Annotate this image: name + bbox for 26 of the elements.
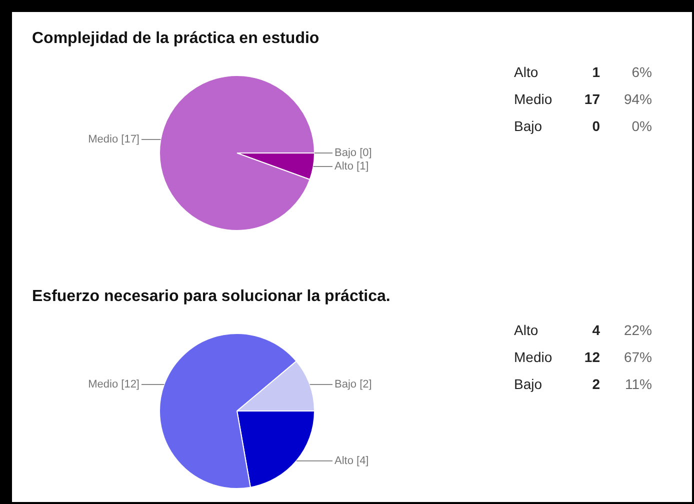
data-label: 1: [591, 63, 600, 82]
data-label: 0: [591, 117, 600, 136]
text: 94%: [622, 90, 652, 109]
chart-title: Esfuerzo necesario para solucionar la práctica.: [32, 288, 390, 306]
slice-label: Alto [1]: [334, 160, 369, 172]
category-label: Medio: [514, 90, 554, 109]
slice-label: Medio [17]: [88, 134, 140, 146]
slice-label: Alto [4]: [334, 454, 369, 467]
data-label: 4: [591, 321, 600, 340]
category-label: Bajo: [514, 117, 544, 136]
category-label: Alto: [514, 321, 540, 340]
data-label: 2: [591, 375, 600, 394]
text: 0%: [630, 117, 652, 136]
data-label: 12: [583, 348, 600, 367]
text: 22%: [622, 321, 652, 340]
chart-title: Complejidad de la práctica en estudio: [32, 30, 320, 48]
category-label: Bajo: [514, 375, 544, 394]
category-label: Alto: [514, 63, 540, 82]
slice-label: Bajo [2]: [334, 378, 372, 391]
legend-label: Bajo [0]: [334, 147, 372, 160]
category-label: Medio: [514, 348, 554, 367]
slice-label: Medio [12]: [88, 378, 140, 391]
text: 6%: [630, 63, 652, 82]
text: 67%: [622, 348, 652, 367]
data-label: 17: [583, 90, 600, 109]
text: 11%: [624, 375, 652, 394]
